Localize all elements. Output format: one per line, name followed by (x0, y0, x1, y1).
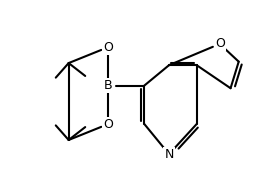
Text: B: B (104, 79, 113, 92)
Text: O: O (103, 41, 113, 54)
Text: O: O (215, 37, 225, 50)
Text: O: O (103, 118, 113, 130)
Text: N: N (164, 148, 174, 161)
